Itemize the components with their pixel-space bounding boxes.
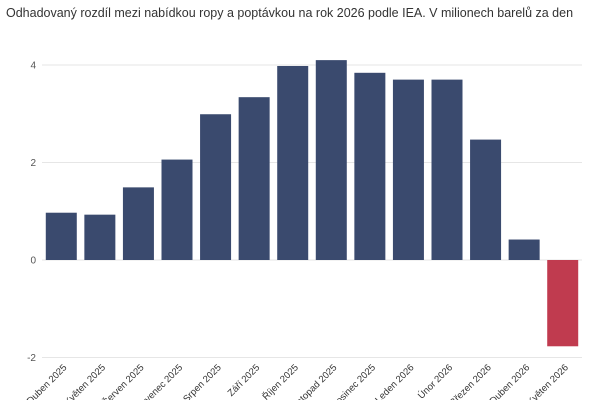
bars	[45, 60, 579, 347]
bar	[547, 260, 579, 347]
bar	[84, 214, 116, 260]
x-tick-label: Červen 2025	[100, 362, 146, 400]
bar	[315, 60, 347, 260]
bar	[238, 97, 270, 260]
x-tick-label: Říjen 2025	[261, 362, 301, 400]
y-axis: -2 0 2 4	[27, 61, 36, 365]
y-tick-label: 2	[30, 158, 36, 169]
bar	[508, 239, 540, 260]
x-tick-label: Září 2025	[226, 362, 263, 399]
y-tick-label: 4	[30, 61, 36, 72]
bar	[45, 212, 77, 260]
chart-subtitle: Odhadovaný rozdíl mezi nabídkou ropy a p…	[6, 6, 574, 20]
y-tick-label: -2	[27, 353, 36, 364]
x-tick-label: Únor 2026	[416, 362, 455, 400]
bar	[122, 187, 154, 260]
bar	[200, 114, 232, 260]
x-tick-label: Duben 2026	[488, 362, 532, 400]
x-tick-label: Srpen 2025	[181, 362, 224, 400]
bar	[161, 159, 193, 260]
x-tick-label: Květen 2025	[62, 362, 108, 400]
x-tick-label: Leden 2026	[373, 362, 416, 400]
bar	[431, 79, 463, 260]
x-tick-label: Duben 2025	[25, 362, 69, 400]
bar	[354, 72, 386, 260]
bar	[470, 139, 502, 260]
x-tick-label: Květen 2026	[525, 362, 571, 400]
x-tick-label: Březen 2026	[448, 362, 494, 400]
y-tick-label: 0	[30, 256, 36, 267]
bar	[277, 65, 309, 260]
bar	[392, 79, 424, 260]
